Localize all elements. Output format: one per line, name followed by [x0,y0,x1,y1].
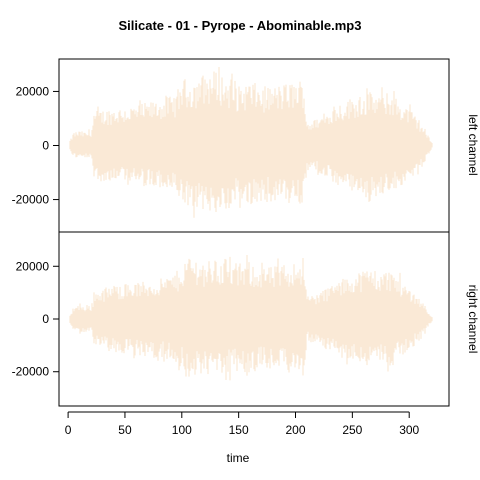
y-tick-label: -20000 [12,193,50,207]
x-tick-label: 0 [65,423,72,437]
y-tick-label: 20000 [16,84,50,98]
right-channel-label: right channel [466,285,480,354]
x-axis-label: time [227,451,250,465]
right-channel-panel: -20000 0 20000 right channel [12,232,480,406]
y-tick-label: 0 [42,139,49,153]
y-tick-label: 0 [42,312,49,326]
left-channel-label: left channel [466,114,480,175]
x-tick-label: 100 [172,423,192,437]
x-tick-label: 250 [342,423,362,437]
x-axis: 0 50 100 150 200 250 300 [65,412,420,437]
x-tick-label: 300 [399,423,419,437]
x-tick-label: 50 [118,423,132,437]
y-tick-label: -20000 [12,365,50,379]
x-tick-label: 200 [285,423,305,437]
right-channel-y-axis: -20000 0 20000 [12,259,59,378]
left-channel-y-axis: -20000 0 20000 [12,84,59,206]
chart-title: Silicate - 01 - Pyrope - Abominable.mp3 [119,18,362,33]
left-channel-panel: -20000 0 20000 left channel [12,59,480,232]
right-channel-waveform [70,255,432,380]
x-tick-label: 150 [229,423,249,437]
left-channel-waveform [70,67,432,218]
y-tick-label: 20000 [16,259,50,273]
